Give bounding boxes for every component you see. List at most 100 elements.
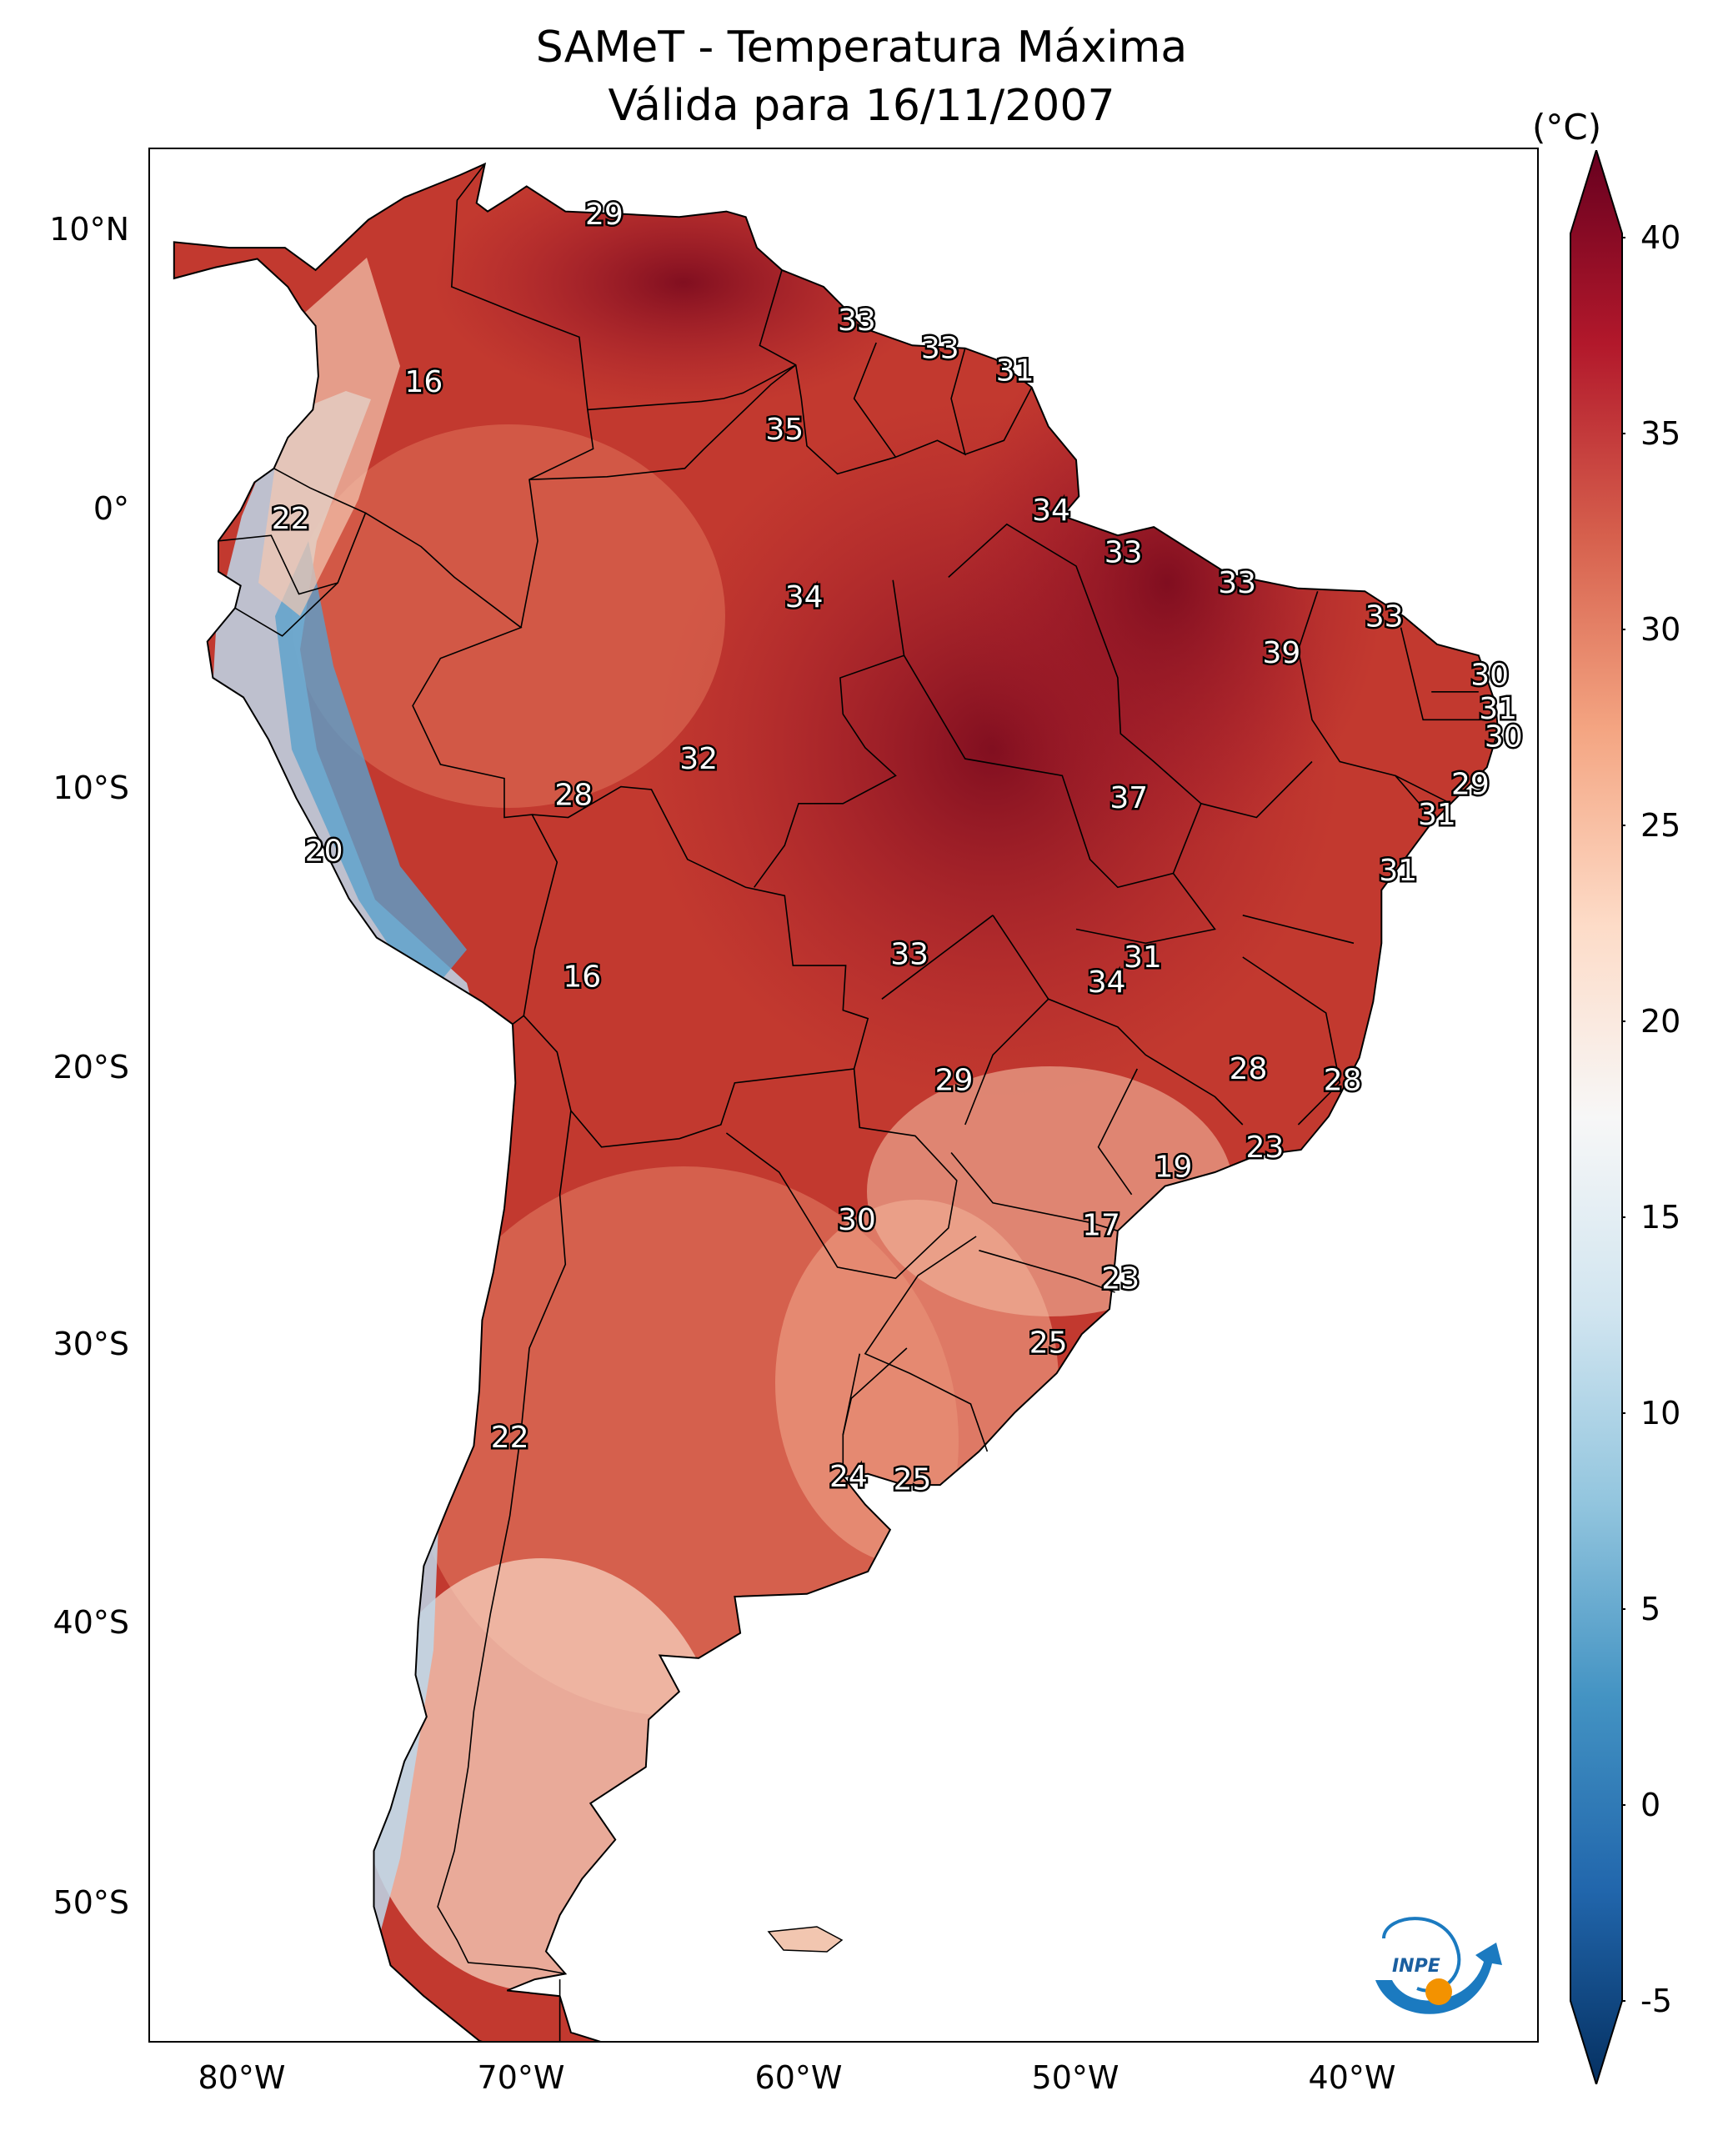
border-line bbox=[964, 998, 1049, 1126]
colorbar-tick-label: 20 bbox=[1640, 1003, 1681, 1040]
lon-tick-label: 40°W bbox=[1308, 2059, 1396, 2096]
temperature-label: 33 bbox=[1218, 566, 1256, 600]
temperature-label: 30 bbox=[838, 1203, 876, 1237]
border-line bbox=[1200, 760, 1313, 819]
temperature-label: 31 bbox=[1418, 798, 1456, 832]
colorbar-tick-label: 35 bbox=[1640, 415, 1681, 452]
temperature-label: 16 bbox=[563, 960, 601, 994]
border-line bbox=[948, 523, 1216, 945]
border-line bbox=[234, 582, 338, 637]
temperature-label: 31 bbox=[1479, 692, 1517, 726]
inpe-logo: INPE bbox=[1375, 1917, 1502, 2014]
temperature-label: 29 bbox=[1451, 767, 1490, 801]
temperature-label: 33 bbox=[838, 303, 876, 338]
border-line bbox=[725, 1068, 958, 1280]
coastline bbox=[173, 162, 1500, 2041]
border-line bbox=[218, 468, 367, 595]
temperature-label: 22 bbox=[272, 502, 310, 536]
temperature-label: 20 bbox=[305, 835, 343, 869]
colorbar-tick-label: 30 bbox=[1640, 611, 1681, 648]
border-line bbox=[1297, 590, 1432, 819]
colorbar-tick-label: 15 bbox=[1640, 1199, 1681, 1236]
border-line bbox=[964, 387, 1033, 455]
temperature-label: 28 bbox=[554, 779, 593, 813]
temperature-label: 34 bbox=[1032, 494, 1070, 528]
border-line bbox=[864, 1236, 989, 1452]
border-line bbox=[950, 1151, 1119, 1232]
temperature-label: 39 bbox=[1262, 636, 1300, 670]
lon-tick-label: 50°W bbox=[1031, 2059, 1119, 2096]
border-line bbox=[1242, 915, 1355, 945]
border-line bbox=[587, 364, 797, 411]
lat-tick-label: 20°S bbox=[53, 1049, 129, 1086]
border-line bbox=[759, 269, 896, 475]
colorbar-unit: (°C) bbox=[1532, 107, 1602, 148]
border-line bbox=[528, 364, 797, 480]
border-line bbox=[1395, 775, 1451, 805]
border-line bbox=[450, 163, 594, 628]
border-line bbox=[842, 1347, 908, 1477]
temperature-label: 23 bbox=[1245, 1131, 1284, 1165]
temperature-label: 30 bbox=[1470, 659, 1509, 693]
lat-tick-label: 0° bbox=[93, 490, 129, 527]
colorbar-tick-label: 25 bbox=[1640, 807, 1681, 844]
temperature-label: 34 bbox=[785, 580, 824, 614]
temperature-label: 24 bbox=[829, 1460, 868, 1494]
falkland-islands bbox=[767, 1926, 844, 1953]
lon-tick-label: 70°W bbox=[477, 2059, 565, 2096]
lat-tick-label: 30°S bbox=[53, 1326, 129, 1362]
temperature-label: 33 bbox=[1104, 535, 1143, 569]
temperature-label: 28 bbox=[1230, 1052, 1268, 1086]
temperature-label: 37 bbox=[1109, 781, 1148, 815]
map-title: SAMeT - Temperatura Máxima bbox=[535, 23, 1188, 73]
temperature-label: 33 bbox=[890, 938, 929, 972]
map-subtitle: Válida para 16/11/2007 bbox=[608, 81, 1115, 131]
border-line bbox=[523, 785, 869, 1148]
border-line bbox=[437, 1111, 572, 1975]
colorbar-tick-label: 0 bbox=[1640, 1787, 1661, 1823]
colorbar-tick-label: 5 bbox=[1640, 1591, 1661, 1627]
border-line bbox=[853, 342, 966, 459]
lat-tick-label: 10°S bbox=[53, 770, 129, 806]
colorbar-tick-label: 40 bbox=[1640, 219, 1681, 256]
lat-tick-label: 40°S bbox=[53, 1604, 129, 1641]
border-line bbox=[903, 654, 1174, 889]
temperature-label: 31 bbox=[1124, 940, 1162, 975]
colorbar-bar bbox=[1570, 150, 1623, 2084]
border-line bbox=[979, 1250, 1115, 1293]
temperature-label: 34 bbox=[1088, 965, 1126, 1000]
temperature-label: 16 bbox=[404, 365, 443, 399]
map-panel: 29 33 33 31 16 35 34 22 33 33 34 33 39 30 31 30 32 28 37 29… bbox=[148, 148, 1539, 2043]
temperature-label: 29 bbox=[935, 1063, 974, 1097]
temperature-label: 25 bbox=[1029, 1326, 1068, 1360]
border-line bbox=[1400, 627, 1493, 721]
temperature-label: 33 bbox=[1365, 599, 1404, 634]
temperature-label: 32 bbox=[679, 742, 718, 776]
country-borders bbox=[218, 163, 1493, 2041]
temperature-label: 33 bbox=[921, 332, 959, 366]
border-line bbox=[754, 579, 905, 888]
temperature-label: 35 bbox=[765, 413, 804, 447]
logo-text: INPE bbox=[1392, 1956, 1440, 1977]
temperature-label: 29 bbox=[585, 198, 624, 232]
border-line bbox=[1242, 956, 1341, 1126]
temperature-label: 28 bbox=[1324, 1063, 1362, 1097]
temperature-label: 31 bbox=[1379, 854, 1417, 888]
temperature-label: 25 bbox=[894, 1463, 932, 1497]
colorbar-tick-label: 10 bbox=[1640, 1395, 1681, 1431]
colorbar bbox=[1570, 150, 1625, 2084]
temperature-label: 22 bbox=[491, 1421, 529, 1455]
colorbar-tick-label: -5 bbox=[1640, 1983, 1672, 2019]
lon-tick-label: 60°W bbox=[754, 2059, 843, 2096]
lon-tick-label: 80°W bbox=[198, 2059, 286, 2096]
border-line bbox=[992, 915, 1244, 1126]
lat-tick-label: 10°N bbox=[49, 211, 129, 248]
border-line bbox=[365, 512, 558, 1025]
border-line bbox=[1097, 1068, 1139, 1196]
temperature-label: 31 bbox=[996, 354, 1034, 389]
lat-tick-label: 50°S bbox=[53, 1884, 129, 1921]
temperature-label: 30 bbox=[1485, 720, 1523, 754]
temperature-label: 17 bbox=[1082, 1209, 1120, 1243]
